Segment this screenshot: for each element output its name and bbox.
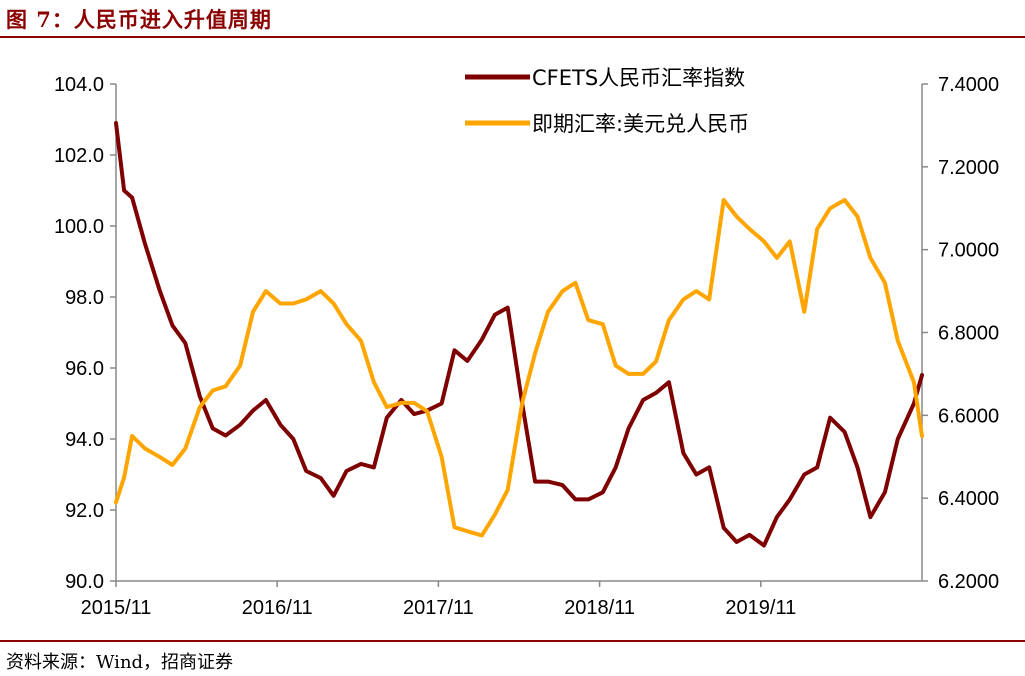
chart-series (114, 121, 924, 548)
y-right-tick-label: 6.6000 (938, 405, 999, 427)
y-left-tick-label: 98.0 (65, 287, 104, 309)
x-tick-label: 2019/11 (725, 597, 796, 619)
y-right-tick-label: 6.8000 (938, 323, 999, 345)
y-right-tick-label: 7.2000 (938, 157, 999, 179)
y-left-tick-label: 90.0 (65, 571, 104, 593)
legend-label-usdcny: 即期汇率:美元兑人民币 (532, 112, 749, 136)
series-line-usdcny (114, 198, 924, 538)
y-left-tick-label: 94.0 (65, 429, 104, 451)
source-note: 资料来源：Wind，招商证券 (6, 652, 234, 673)
series-line-cfets (114, 121, 924, 548)
x-tick-label: 2018/11 (564, 597, 635, 619)
y-left-tick-label: 104.0 (54, 74, 104, 96)
y-right-tick-label: 6.4000 (938, 488, 999, 510)
y-left-tick-label: 96.0 (65, 358, 104, 380)
source-rule (0, 640, 1025, 642)
y-left-tick-label: 102.0 (54, 145, 104, 167)
chart-axes: 90.0 92.0 94.0 96.0 98.0 100.0 102.0 104.0 6.200… (54, 74, 999, 619)
y-left-tick-label: 100.0 (54, 216, 104, 238)
legend-label-cfets: CFETS人民币汇率指数 (532, 66, 745, 90)
x-tick-label: 2015/11 (81, 597, 152, 619)
y-left-tick-label: 92.0 (65, 500, 104, 522)
y-right-tick-label: 7.0000 (938, 240, 999, 262)
title-rule (0, 36, 1025, 38)
y-right-tick-label: 6.2000 (938, 571, 999, 593)
figure-title: 图 7：人民币进入升值周期 (6, 7, 272, 32)
x-tick-label: 2017/11 (403, 597, 474, 619)
x-tick-label: 2016/11 (242, 597, 313, 619)
y-right-tick-label: 7.4000 (938, 74, 999, 96)
